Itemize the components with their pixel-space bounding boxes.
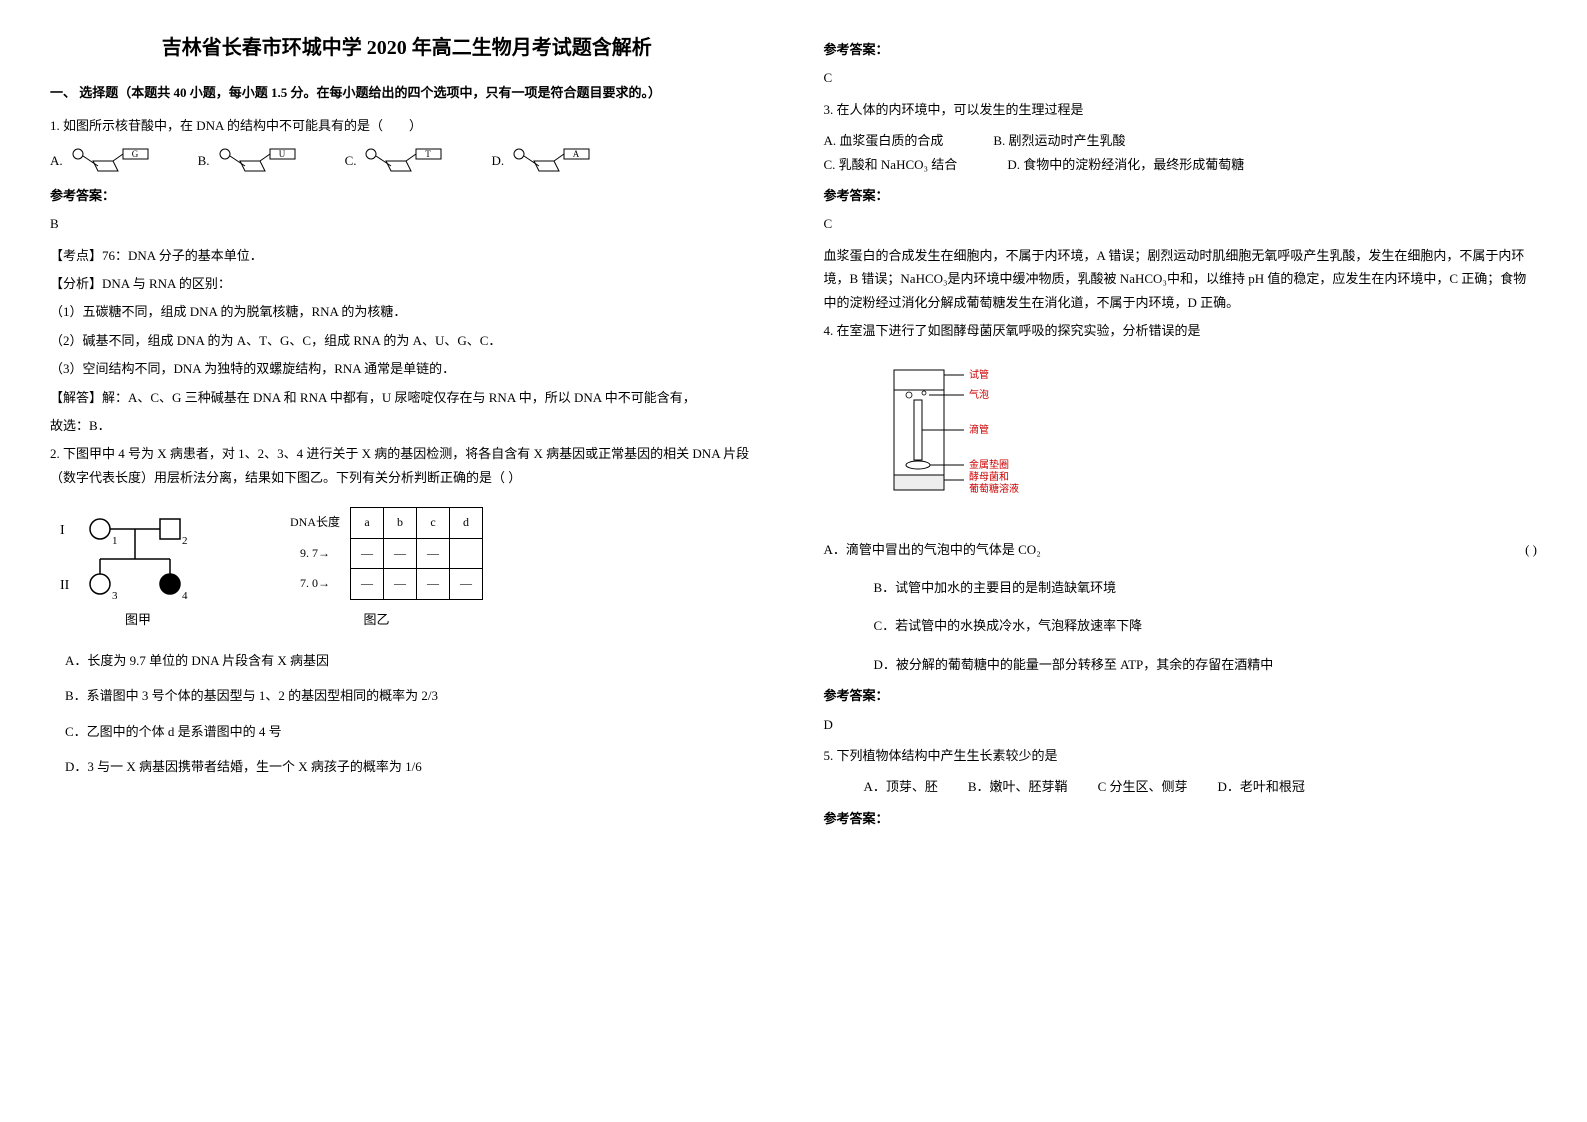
question-4: 4. 在室温下进行了如图酵母菌厌氧呼吸的探究实验，分析错误的是 — [824, 319, 1538, 342]
answer-4: D — [824, 713, 1538, 736]
nucleotide-options: A. G B. U C. — [50, 146, 764, 176]
q3-explanation: 血浆蛋白的合成发生在细胞内，不属于内环境，A 错误；剧烈运动时肌细胞无氧呼吸产生… — [824, 244, 1538, 314]
base-label-g: G — [131, 149, 138, 159]
gel-col-d: d — [450, 507, 483, 538]
q4-option-a-row: A．滴管中冒出的气泡中的气体是 CO₂ ( ) — [824, 538, 1538, 561]
q4-option-c: C．若试管中的水换成冷水，气泡释放速率下降 — [874, 614, 1538, 637]
base-label-a: A — [573, 149, 580, 159]
nucleotide-b-icon: U — [215, 146, 305, 176]
gel-col-a: a — [351, 507, 384, 538]
question-5: 5. 下列植物体结构中产生生长素较少的是 — [824, 744, 1538, 767]
answer-label-3: 参考答案： — [824, 184, 1538, 207]
option-label-d: D. — [491, 149, 504, 172]
q4-paren: ( ) — [1525, 538, 1537, 561]
option-d: D. A — [491, 146, 599, 176]
q4-option-d: D．被分解的葡萄糖中的能量一部分转移至 ATP，其余的存留在酒精中 — [874, 653, 1538, 676]
caption-right: 图乙 — [270, 608, 483, 631]
q5-option-b: B．嫩叶、胚芽鞘 — [968, 775, 1068, 798]
gel-col-b: b — [384, 507, 417, 538]
gel-diagram: DNA长度 a b c d 9. 7→ — — — 7. 0→ — — — [270, 507, 483, 631]
caption-left: 图甲 — [125, 612, 151, 627]
gel-cell: — — [450, 569, 483, 600]
gel-cell: — — [384, 538, 417, 569]
q5-option-c: C 分生区、侧芽 — [1098, 775, 1188, 798]
answer-1: B — [50, 212, 764, 235]
q3-option-c: C. 乳酸和 NaHCO₃ 结合 — [824, 153, 958, 176]
gel-cell: — — [351, 569, 384, 600]
ind-3: 3 — [112, 590, 118, 602]
q1-exp-5: 【解答】解：A、C、G 三种碱基在 DNA 和 RNA 中都有，U 尿嘧啶仅存在… — [50, 386, 764, 409]
option-a: A. G — [50, 146, 158, 176]
label-gasket: 金属垫圈 — [969, 458, 1009, 471]
label-glucose: 葡萄糖溶液 — [969, 482, 1019, 495]
q2-option-b: B．系谱图中 3 号个体的基因型与 1、2 的基因型相同的概率为 2/3 — [65, 684, 764, 707]
label-test-tube: 试管 — [969, 368, 989, 381]
ind-2: 2 — [182, 535, 188, 547]
q4-option-b: B．试管中加水的主要目的是制造缺氧环境 — [874, 576, 1538, 599]
gel-row2-label: 7. 0→ — [280, 569, 351, 600]
ind-1: 1 — [112, 535, 118, 547]
answer-3: C — [824, 212, 1538, 235]
q5-option-a: A．顶芽、胚 — [864, 775, 938, 798]
pedigree-icon: I 1 2 II 3 4 图甲 — [50, 504, 230, 634]
gel-cell: — — [384, 569, 417, 600]
answer-2: C — [824, 66, 1538, 89]
nucleotide-a-icon: G — [68, 146, 158, 176]
q2-option-a: A．长度为 9.7 单位的 DNA 片段含有 X 病基因 — [65, 649, 764, 672]
gel-row1-label: 9. 7→ — [280, 538, 351, 569]
q1-exp-3: （2）碱基不同，组成 DNA 的为 A、T、G、C，组成 RNA 的为 A、U、… — [50, 329, 764, 352]
question-1: 1. 如图所示核苷酸中，在 DNA 的结构中不可能具有的是（ ） — [50, 114, 764, 137]
ind-4: 4 — [182, 590, 188, 602]
right-column: 参考答案： C 3. 在人体的内环境中，可以发生的生理过程是 A. 血浆蛋白质的… — [824, 30, 1538, 1092]
q1-exp-0: 【考点】76：DNA 分子的基本单位． — [50, 244, 764, 267]
q5-option-d: D．老叶和根冠 — [1217, 775, 1304, 798]
option-c: C. T — [345, 146, 452, 176]
option-label-c: C. — [345, 149, 357, 172]
pedigree-diagram: I 1 2 II 3 4 图甲 DNA长度 a b c — [50, 504, 764, 634]
label-yeast: 酵母菌和 — [969, 471, 1009, 483]
gel-col-c: c — [417, 507, 450, 538]
answer-label-5: 参考答案： — [824, 807, 1538, 830]
q3-option-a: A. 血浆蛋白质的合成 — [824, 129, 944, 152]
gel-header-label: DNA长度 — [280, 507, 351, 538]
question-2: 2. 下图甲中 4 号为 X 病患者，对 1、2、3、4 进行关于 X 病的基因… — [50, 442, 764, 489]
gel-cell: — — [417, 569, 450, 600]
section-header: 一、 选择题（本题共 40 小题，每小题 1.5 分。在每小题给出的四个选项中，… — [50, 81, 764, 104]
q2-option-d: D．3 与一 X 病基因携带者结婚，生一个 X 病孩子的概率为 1/6 — [65, 755, 764, 778]
gen-2-label: II — [60, 578, 70, 593]
label-bubble: 气泡 — [969, 388, 989, 401]
q5-options: A．顶芽、胚 B．嫩叶、胚芽鞘 C 分生区、侧芽 D．老叶和根冠 — [864, 775, 1538, 798]
option-label-a: A. — [50, 149, 63, 172]
answer-label-4: 参考答案： — [824, 684, 1538, 707]
q4-option-a: A．滴管中冒出的气泡中的气体是 CO₂ — [824, 538, 1041, 561]
base-label-u: U — [278, 149, 285, 159]
q1-exp-6: 故选：B． — [50, 414, 764, 437]
q3-options: A. 血浆蛋白质的合成 B. 剧烈运动时产生乳酸 C. 乳酸和 NaHCO₃ 结… — [824, 129, 1538, 176]
gel-cell: — — [417, 538, 450, 569]
q1-exp-1: 【分析】DNA 与 RNA 的区别： — [50, 272, 764, 295]
gel-cell — [450, 538, 483, 569]
label-dropper: 滴管 — [969, 423, 989, 436]
q2-option-c: C．乙图中的个体 d 是系谱图中的 4 号 — [65, 720, 764, 743]
left-column: 吉林省长春市环城中学 2020 年高二生物月考试题含解析 一、 选择题（本题共 … — [50, 30, 764, 1092]
experiment-icon: 试管 气泡 滴管 金属垫圈 酵母菌和 葡萄糖溶液 — [854, 360, 1034, 520]
q1-exp-2: （1）五碳糖不同，组成 DNA 的为脱氧核糖，RNA 的为核糖． — [50, 300, 764, 323]
nucleotide-d-icon: A — [509, 146, 599, 176]
answer-label-2: 参考答案： — [824, 38, 1538, 61]
q3-option-b: B. 剧烈运动时产生乳酸 — [993, 129, 1125, 152]
q3-option-d: D. 食物中的淀粉经消化，最终形成葡萄糖 — [1007, 153, 1244, 176]
document-title: 吉林省长春市环城中学 2020 年高二生物月考试题含解析 — [50, 30, 764, 66]
question-3: 3. 在人体的内环境中，可以发生的生理过程是 — [824, 98, 1538, 121]
gen-1-label: I — [60, 523, 65, 538]
base-label-t: T — [426, 149, 432, 159]
option-label-b: B. — [198, 149, 210, 172]
q1-exp-4: （3）空间结构不同，DNA 为独特的双螺旋结构，RNA 通常是单链的． — [50, 357, 764, 380]
gel-cell: — — [351, 538, 384, 569]
nucleotide-c-icon: T — [361, 146, 451, 176]
option-b: B. U — [198, 146, 305, 176]
answer-label-1: 参考答案： — [50, 184, 764, 207]
